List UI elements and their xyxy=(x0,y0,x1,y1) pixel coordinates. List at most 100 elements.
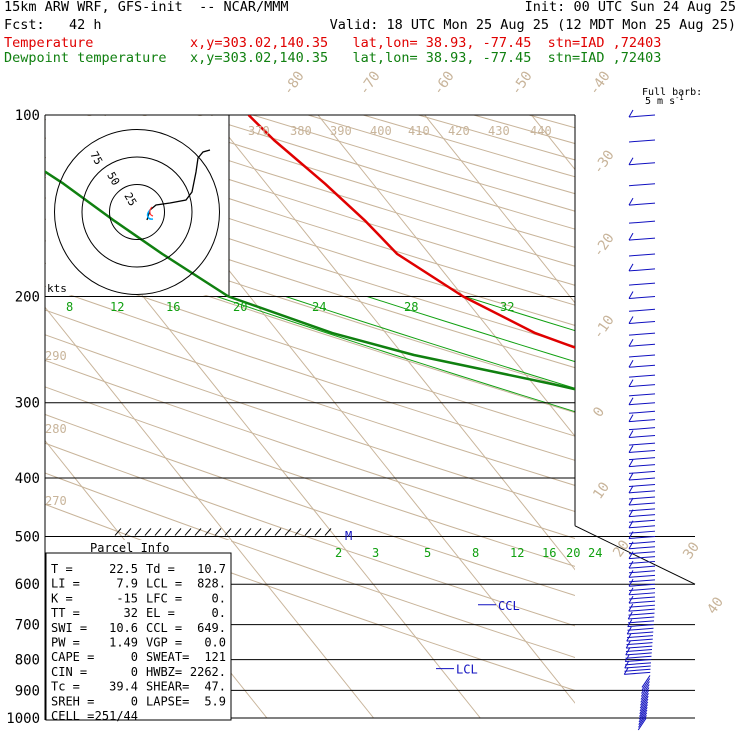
wind-barb xyxy=(628,282,656,286)
parcel-info-value: 2262. xyxy=(190,665,226,679)
wind-barb xyxy=(628,574,656,578)
wind-barb-flag xyxy=(625,647,631,656)
wind-barb xyxy=(628,470,656,474)
wind-barb xyxy=(628,583,656,587)
theta-label: 390 xyxy=(330,124,352,138)
wind-barb xyxy=(624,671,651,675)
parcel-info-title: Parcel Info xyxy=(90,541,169,555)
wind-barb xyxy=(628,332,656,336)
wind-barb-flag xyxy=(626,626,632,635)
wind-barb-flag xyxy=(628,109,634,118)
dry-adiabat-line xyxy=(45,240,575,414)
wind-barb-flag xyxy=(628,339,634,347)
parcel-info-key: SWI = xyxy=(51,621,87,635)
wind-barb xyxy=(628,612,655,616)
isotherm-line xyxy=(210,115,575,571)
wind-barb-flag xyxy=(623,667,629,675)
hodograph-low-level-trace xyxy=(146,209,154,220)
wind-barb xyxy=(628,551,656,555)
isotherm-label: -80 xyxy=(280,68,308,98)
parcel-info-value: 0 xyxy=(131,694,138,708)
dry-adiabat-line xyxy=(45,413,575,597)
mixing-ratio-label: 12 xyxy=(510,546,524,560)
wind-barb xyxy=(628,343,656,347)
wind-barb xyxy=(628,588,656,592)
parcel-info-value: 828. xyxy=(197,577,226,591)
wind-barb xyxy=(638,712,648,725)
pressure-tick-label: 700 xyxy=(15,618,40,634)
hatch-mark xyxy=(324,528,332,536)
wind-barb-flag xyxy=(628,397,634,405)
parcel-info-key: K = xyxy=(51,591,73,605)
parcel-info-value: 0 xyxy=(131,650,138,664)
hodograph-ring-label: 25 xyxy=(121,190,139,208)
dry-adiabat-line xyxy=(142,115,575,248)
wind-barb xyxy=(628,374,656,378)
pressure-tick-label: 200 xyxy=(15,290,40,306)
wind-barb-flag xyxy=(628,551,634,559)
dry-adiabat-line xyxy=(363,115,575,178)
wind-barb-flag xyxy=(628,359,634,368)
parcel-info-key: CELL = xyxy=(51,709,94,723)
hatch-mark xyxy=(174,528,182,536)
pressure-tick-label: 300 xyxy=(15,396,40,412)
wind-barb-flag xyxy=(628,414,634,422)
wind-barb xyxy=(628,592,656,596)
wind-barb xyxy=(628,477,656,481)
wind-barb-flag xyxy=(628,472,634,481)
parcel-info-key: CCL = xyxy=(146,621,182,635)
plot-right-axis-slant xyxy=(574,525,696,585)
wind-barb xyxy=(638,707,648,720)
parcel-info-value: 1.49 xyxy=(109,636,138,650)
wind-barb-flag xyxy=(625,640,631,649)
isotherm-label: -30 xyxy=(590,147,618,177)
wind-barb-flag xyxy=(628,578,634,587)
wind-barb xyxy=(640,684,650,697)
isotherm-label: 10 xyxy=(590,479,613,502)
wind-barb xyxy=(628,525,656,529)
wind-barb xyxy=(628,457,656,461)
parcel-info-value: 7.9 xyxy=(116,577,138,591)
wind-barb-flag xyxy=(628,316,634,324)
wind-barb xyxy=(628,464,656,468)
wind-barb xyxy=(628,402,656,406)
wind-barb xyxy=(628,427,656,431)
hatch-mark xyxy=(304,528,312,536)
parcel-info-key: T = xyxy=(51,562,73,576)
hatch-mark xyxy=(154,528,162,536)
theta-label: 370 xyxy=(248,124,270,138)
parcel-info-value: 10.7 xyxy=(197,562,226,576)
mixing-ratio-label: 3 xyxy=(372,546,379,560)
parcel-info-key: CIN = xyxy=(51,665,87,679)
hatch-mark xyxy=(264,528,272,536)
parcel-info-key: TT = xyxy=(51,606,80,620)
temperature-legend: Temperature xyxy=(4,35,94,51)
wind-barb xyxy=(628,434,656,438)
parcel-info-frame xyxy=(45,552,232,721)
wind-barb xyxy=(640,690,650,703)
mixing-ratio-label: 5 xyxy=(424,546,431,560)
wind-barb xyxy=(628,496,656,500)
theta-e-label: 32 xyxy=(500,300,514,314)
parcel-info-key: PW = xyxy=(51,636,80,650)
wind-barb xyxy=(625,659,652,663)
hatch-mark xyxy=(254,528,262,536)
moist-adiabat-line xyxy=(582,297,740,719)
wind-barb xyxy=(628,490,656,494)
moist-adiabat-line xyxy=(216,296,575,413)
wind-barb-flag xyxy=(624,654,630,662)
wind-barb xyxy=(626,642,653,646)
wind-barb xyxy=(639,698,649,712)
hatch-mark xyxy=(314,528,322,536)
wind-barb-flag xyxy=(628,430,634,438)
valid-time: Valid: 18 UTC Mon 25 Aug 25 (12 MDT Mon … xyxy=(329,17,736,33)
wind-barb xyxy=(628,393,656,397)
lcl-label: LCL xyxy=(456,663,478,677)
wind-barb xyxy=(638,709,648,723)
isotherm-line xyxy=(638,115,740,718)
theta-e-label: 20 xyxy=(233,300,247,314)
parcel-info-value: 39.4 xyxy=(109,680,138,694)
hatch-mark xyxy=(134,528,142,536)
hodograph-surface-trace xyxy=(149,206,154,217)
